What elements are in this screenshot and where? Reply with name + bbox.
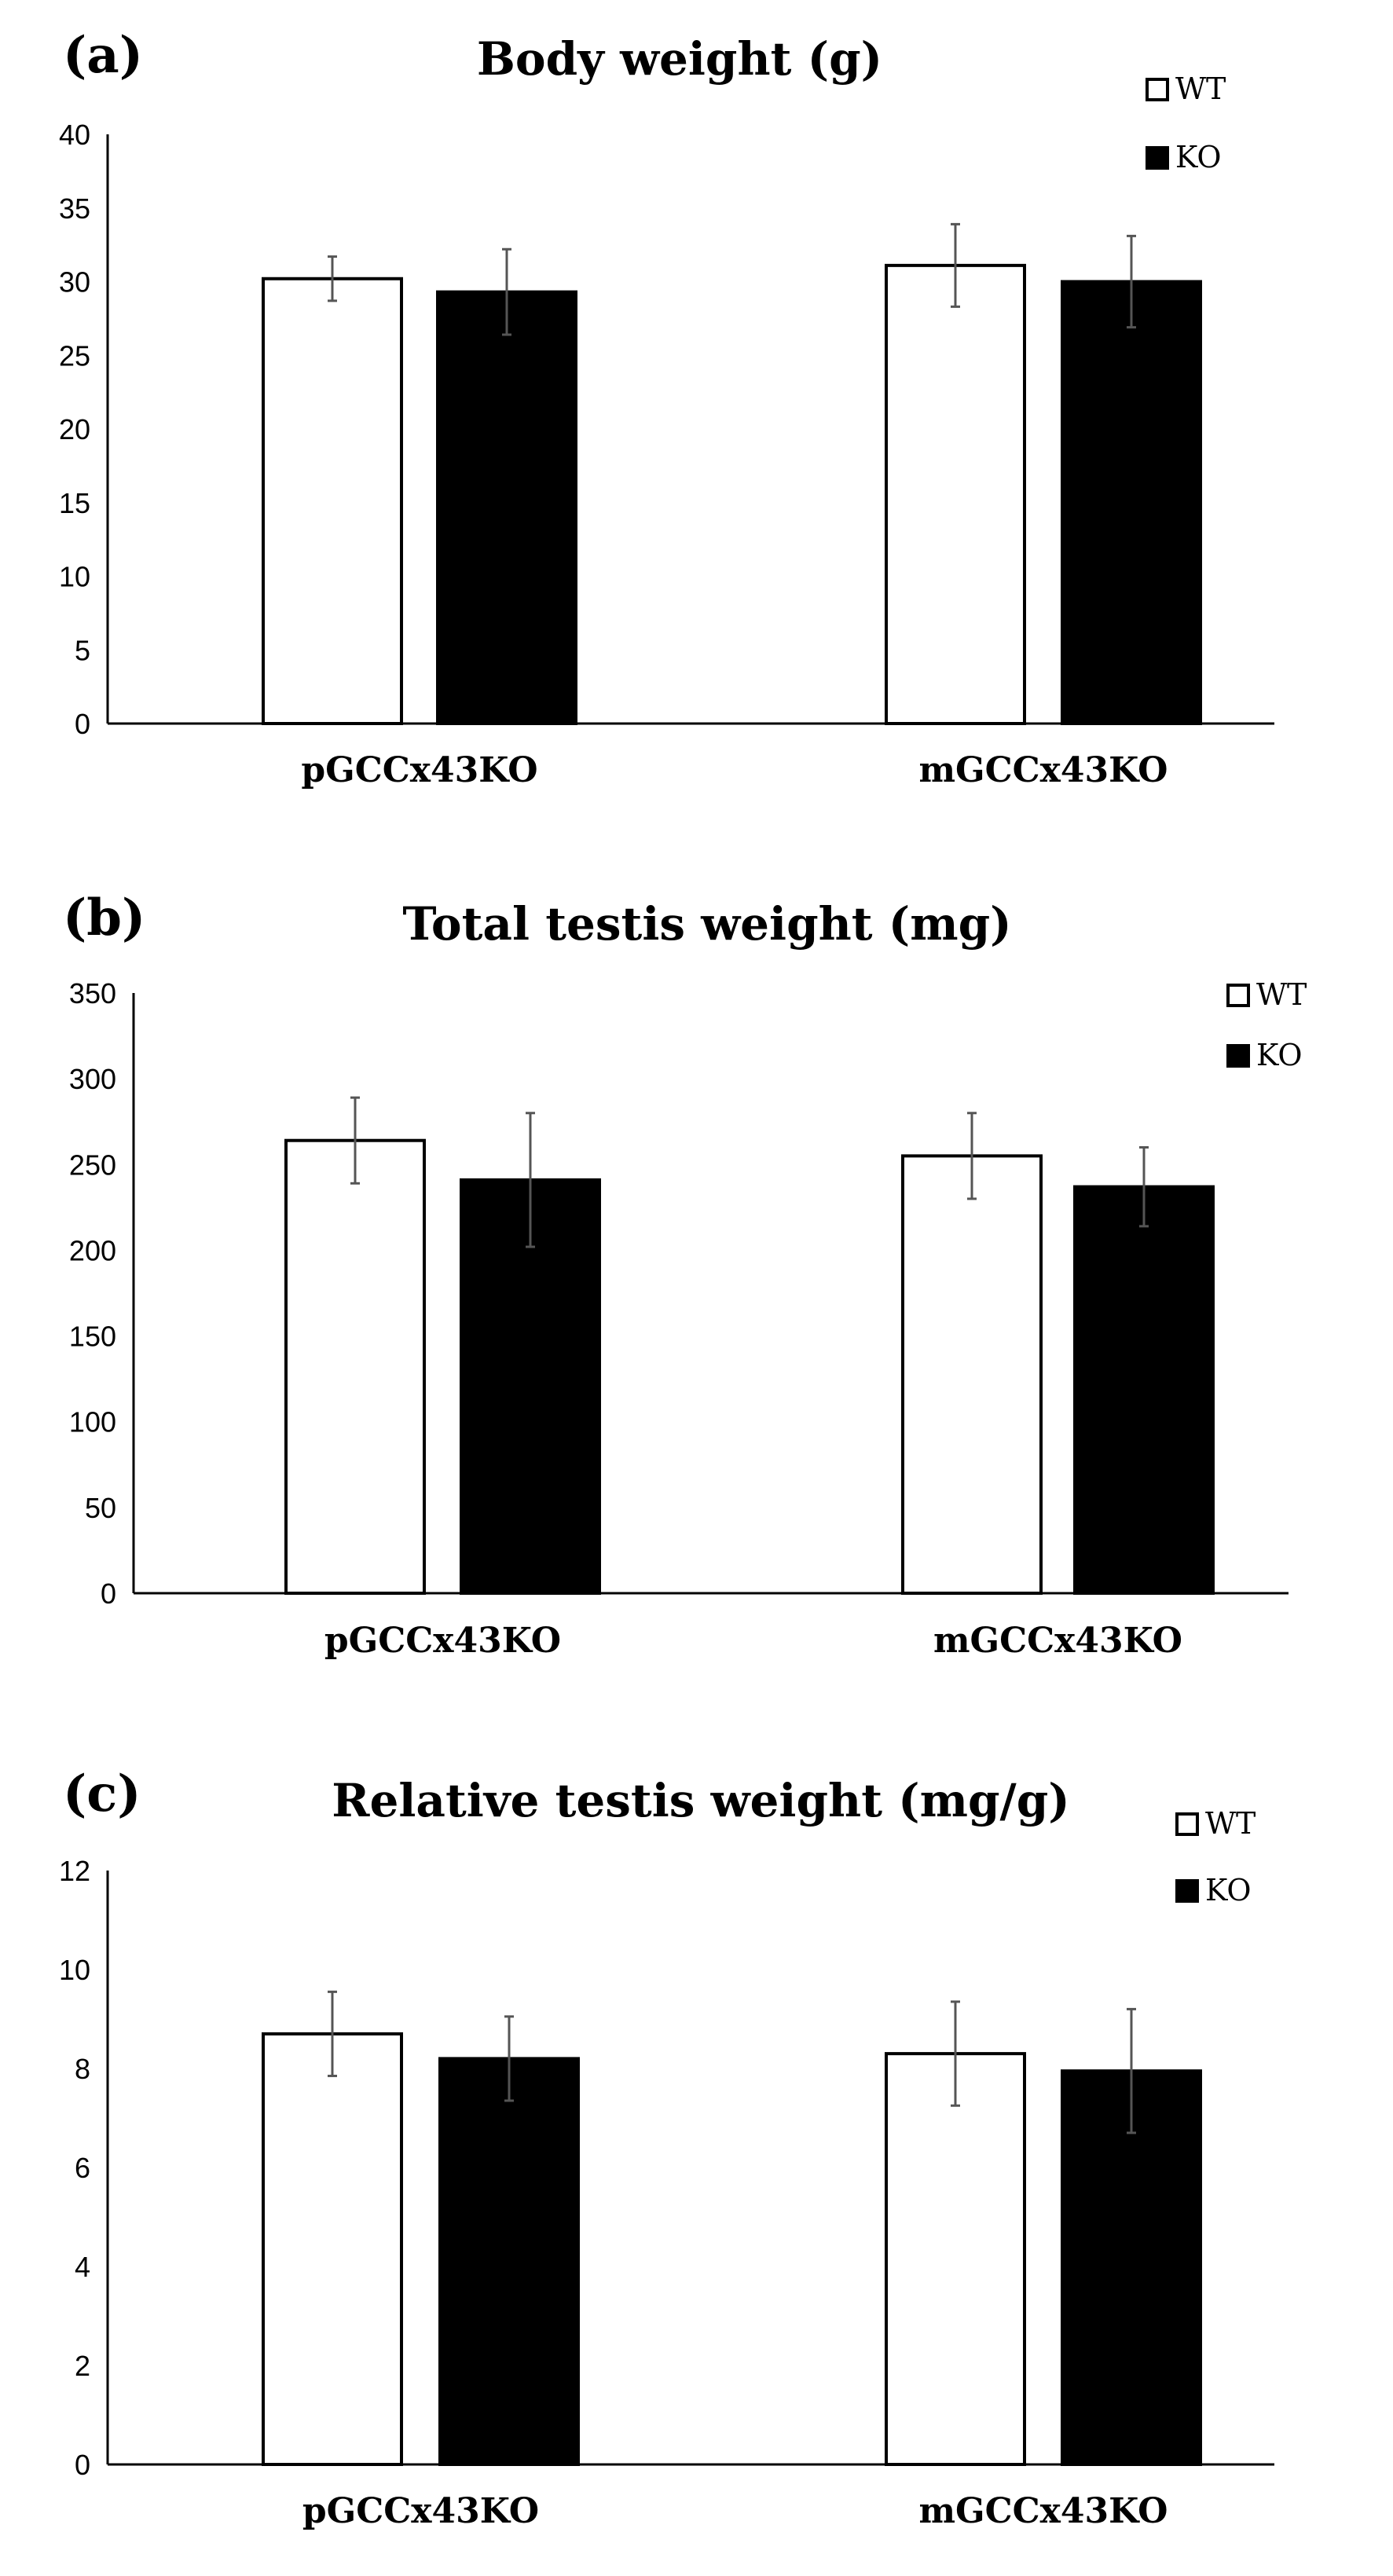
legend-label-ko: KO: [1256, 1038, 1303, 1072]
bar-wt-mGCCx43KO: [901, 1154, 1043, 1596]
bar-ko-mGCCx43KO: [1061, 280, 1202, 725]
bar-wt-mGCCx43KO: [885, 263, 1026, 725]
y-tick-label: 15: [59, 487, 90, 519]
y-tick-label: 20: [59, 413, 90, 445]
legend-label-wt: WT: [1256, 977, 1307, 1012]
y-tick-label: 6: [75, 2152, 90, 2184]
bar-ko-pGCCx43KO: [436, 290, 577, 725]
y-tick-label: 200: [69, 1234, 116, 1266]
category-label: mGCCx43KO: [918, 750, 1168, 790]
category-label: pGCCx43KO: [324, 1621, 561, 1661]
y-tick-label: 150: [69, 1321, 116, 1353]
panel-letter: (b): [63, 889, 145, 947]
y-tick-label: 5: [75, 634, 90, 666]
y-tick-label: 40: [59, 119, 90, 151]
chart-panel-1: (a) Body weight (g) 0 5 10 15 20 25 30 35 40 pGCCx4…: [59, 26, 1274, 790]
chart-title: Total testis weight (mg): [402, 897, 1011, 951]
bar-ko-mGCCx43KO: [1073, 1185, 1215, 1595]
category-label: mGCCx43KO: [933, 1621, 1182, 1661]
y-tick-label: 10: [59, 1954, 90, 1986]
legend-swatch-wt: [1175, 1812, 1199, 1836]
y-tick-label: 0: [75, 2449, 90, 2481]
y-tick-label: 300: [69, 1063, 116, 1095]
legend-label-wt: WT: [1205, 1806, 1256, 1841]
y-tick-label: 50: [85, 1492, 116, 1524]
y-tick-label: 4: [75, 2251, 90, 2283]
legend-label-wt: WT: [1175, 71, 1226, 106]
category-label: mGCCx43KO: [918, 2491, 1168, 2531]
legend-label-ko: KO: [1175, 140, 1222, 174]
y-tick-label: 12: [59, 1855, 90, 1887]
category-label: pGCCx43KO: [302, 2491, 539, 2531]
y-tick-label: 10: [59, 561, 90, 593]
panel-letter: (a): [63, 26, 143, 85]
chart-panel-3: (c) Relative testis weight (mg/g) 0 2 4 6 8 10 1…: [59, 1764, 1274, 2531]
y-tick-label: 250: [69, 1149, 116, 1181]
legend-swatch-wt: [1146, 78, 1169, 101]
legend-swatch-wt: [1226, 984, 1250, 1007]
y-tick-label: 0: [101, 1577, 116, 1610]
bar-wt-mGCCx43KO: [885, 2052, 1026, 2467]
legend: WT KO: [1226, 977, 1307, 1072]
y-tick-label: 25: [59, 339, 90, 372]
bar-wt-pGCCx43KO: [284, 1138, 426, 1595]
legend-label-ko: KO: [1205, 1873, 1252, 1907]
y-tick-label: 350: [69, 977, 116, 1010]
legend-swatch-ko: [1226, 1044, 1250, 1068]
bar-wt-pGCCx43KO: [262, 277, 403, 725]
legend: WT KO: [1175, 1806, 1256, 1907]
y-tick-label: 100: [69, 1406, 116, 1438]
bar-wt-pGCCx43KO: [262, 2032, 403, 2466]
bar-ko-mGCCx43KO: [1061, 2069, 1202, 2466]
legend: WT KO: [1146, 71, 1226, 174]
chart-title: Body weight (g): [477, 32, 882, 86]
category-label: pGCCx43KO: [301, 750, 537, 790]
y-tick-label: 35: [59, 192, 90, 225]
y-tick-label: 2: [75, 2350, 90, 2382]
chart-title: Relative testis weight (mg/g): [332, 1774, 1069, 1827]
y-tick-label: 30: [59, 266, 90, 299]
panel-letter: (c): [63, 1764, 141, 1823]
legend-swatch-ko: [1146, 146, 1169, 170]
y-tick-label: 8: [75, 2053, 90, 2085]
bar-ko-pGCCx43KO: [438, 2057, 580, 2466]
y-tick-label: 0: [75, 708, 90, 740]
legend-swatch-ko: [1175, 1879, 1199, 1903]
chart-panel-2: (b) Total testis weight (mg) 0 50 100 150 200 2…: [63, 889, 1307, 1661]
